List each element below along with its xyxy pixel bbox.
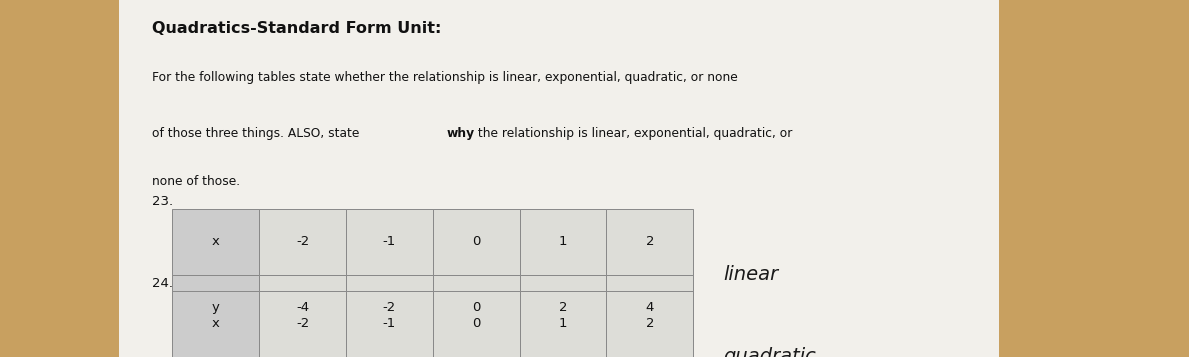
Bar [433,275,520,341]
Bar [520,291,606,357]
Text: 2: 2 [559,301,567,315]
Bar [346,209,433,275]
Bar [346,275,433,341]
Bar [119,0,999,357]
Text: x: x [212,235,220,248]
Text: 23.: 23. [152,195,174,207]
Text: 24.: 24. [152,277,174,290]
Bar [346,291,433,357]
Bar [433,291,520,357]
Bar [259,209,346,275]
Text: -1: -1 [383,235,396,248]
Text: 2: 2 [646,235,654,248]
Bar [606,209,693,275]
Text: -4: -4 [296,301,309,315]
Text: 0: 0 [472,317,480,331]
Text: x: x [212,317,220,331]
Text: 0: 0 [472,301,480,315]
Text: y: y [212,301,220,315]
Bar [172,209,259,275]
Text: Quadratics-Standard Form Unit:: Quadratics-Standard Form Unit: [152,21,441,36]
Text: of those three things. ALSO, state: of those three things. ALSO, state [152,127,364,140]
Text: 1: 1 [559,317,567,331]
Text: -1: -1 [383,317,396,331]
Text: none of those.: none of those. [152,175,240,188]
Text: 2: 2 [646,317,654,331]
Bar [259,275,346,341]
Text: -2: -2 [296,317,309,331]
Bar [259,291,346,357]
Bar [172,291,259,357]
Text: 1: 1 [559,235,567,248]
Text: quadratic: quadratic [723,347,816,357]
Text: -2: -2 [383,301,396,315]
Text: linear: linear [723,265,778,285]
Bar [520,275,606,341]
Text: why: why [446,127,474,140]
Bar [606,275,693,341]
Text: -2: -2 [296,235,309,248]
Bar [172,275,259,341]
Bar [606,291,693,357]
Text: 0: 0 [472,235,480,248]
Text: the relationship is linear, exponential, quadratic, or: the relationship is linear, exponential,… [473,127,792,140]
Text: 4: 4 [646,301,654,315]
Bar [520,209,606,275]
Text: For the following tables state whether the relationship is linear, exponential, : For the following tables state whether t… [152,71,738,84]
Bar [433,209,520,275]
